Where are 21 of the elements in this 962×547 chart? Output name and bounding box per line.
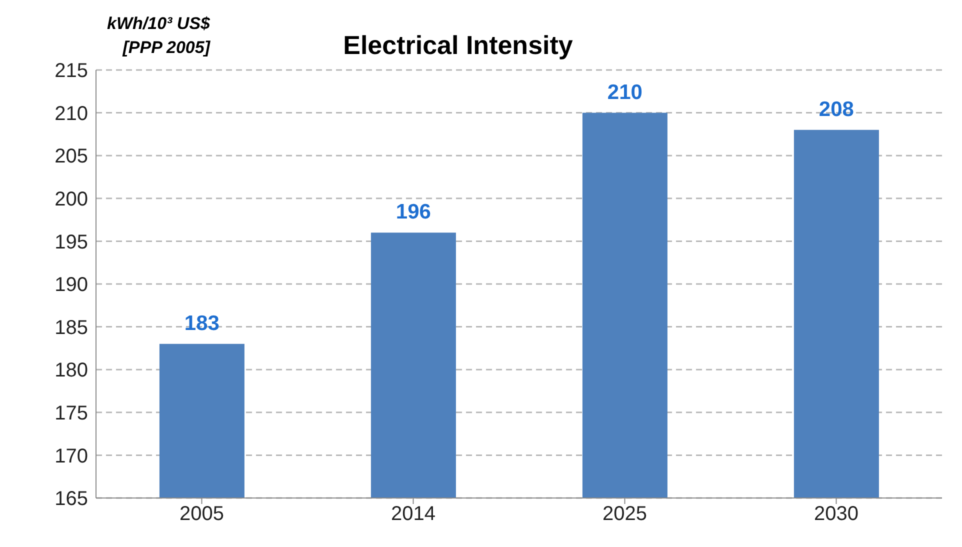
y-tick-label: 210 [54, 102, 88, 125]
y-tick-label: 190 [54, 274, 88, 296]
x-tick-label: 2025 [602, 503, 647, 526]
y-tick-label: 185 [54, 316, 88, 339]
y-tick-label: 195 [54, 231, 88, 254]
y-tick-label: 180 [54, 360, 88, 382]
y-tick-label: 175 [54, 402, 88, 424]
data-label: 183 [184, 312, 220, 335]
y-tick-label: 200 [54, 188, 88, 210]
data-label: 210 [607, 80, 642, 104]
x-tick-label: 2030 [814, 503, 858, 526]
x-tick-label: 2005 [180, 503, 224, 526]
data-label: 208 [818, 98, 854, 121]
y-tick-label: 165 [54, 488, 88, 510]
y-tick-label: 205 [54, 146, 88, 168]
x-tick-label: 2014 [391, 503, 436, 526]
y-axis-title: kWh/10³ US$ [PPP 2005] [106, 13, 210, 59]
data-label: 196 [396, 200, 431, 224]
chart-title: Electrical Intensity [343, 30, 573, 60]
y-tick-label: 170 [54, 445, 88, 468]
y-tick-label: 215 [54, 60, 88, 82]
